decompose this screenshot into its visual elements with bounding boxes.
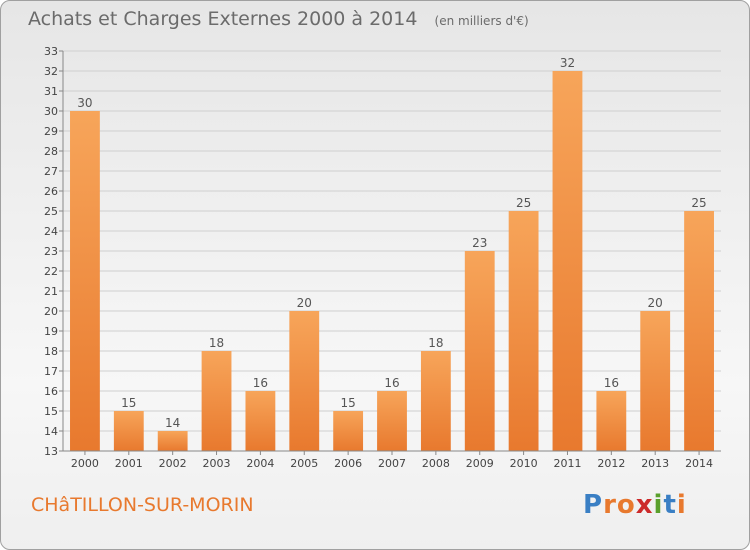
bar-2004 xyxy=(245,391,276,451)
data-label-2005: 20 xyxy=(297,296,312,310)
data-label-2007: 16 xyxy=(384,376,399,390)
x-tick-label-2013: 2013 xyxy=(641,457,669,470)
bar-2007 xyxy=(377,391,407,451)
proxiti-logo: Proxiti xyxy=(583,490,687,520)
y-tick-label: 32 xyxy=(44,65,58,78)
bar-2000 xyxy=(70,111,100,451)
bar-2011 xyxy=(552,71,583,451)
y-tick-label: 28 xyxy=(44,145,58,158)
bar-2002 xyxy=(157,431,188,451)
y-tick-label: 30 xyxy=(44,105,58,118)
x-tick-label-2008: 2008 xyxy=(422,457,450,470)
y-tick-label: 33 xyxy=(44,45,58,58)
unit-note: (en milliers d'€) xyxy=(434,14,529,28)
bar-2005 xyxy=(289,311,320,451)
x-tick-label-2012: 2012 xyxy=(597,457,625,470)
x-tick-label-2009: 2009 xyxy=(466,457,494,470)
data-label-2006: 15 xyxy=(340,396,355,410)
data-label-2011: 32 xyxy=(560,56,575,70)
bar-2014 xyxy=(684,211,714,451)
bar-2013 xyxy=(640,311,671,451)
data-label-2012: 16 xyxy=(604,376,619,390)
bar-2006 xyxy=(333,411,364,451)
x-tick-label-2006: 2006 xyxy=(334,457,362,470)
logo-letter: P xyxy=(583,490,604,520)
y-tick-label: 15 xyxy=(44,405,58,418)
y-tick-label: 25 xyxy=(44,205,58,218)
data-label-2000: 30 xyxy=(77,96,92,110)
logo-letter: i xyxy=(653,490,664,520)
data-label-2003: 18 xyxy=(209,336,224,350)
logo-letter: o xyxy=(616,490,636,520)
x-tick-label-2002: 2002 xyxy=(159,457,187,470)
x-axis-ticks: 2000 2001 2002 2003 2004 2005 2006 2007 2008 2009… xyxy=(71,451,713,470)
x-tick-label-2007: 2007 xyxy=(378,457,406,470)
x-tick-label-2003: 2003 xyxy=(203,457,231,470)
y-tick-label: 16 xyxy=(44,385,58,398)
x-tick-label-2001: 2001 xyxy=(115,457,143,470)
y-tick-label: 23 xyxy=(44,245,58,258)
bar-2010 xyxy=(508,211,539,451)
bar-2008 xyxy=(420,351,451,451)
data-label-2002: 14 xyxy=(165,416,180,430)
x-tick-label-2011: 2011 xyxy=(553,457,581,470)
data-label-2013: 20 xyxy=(648,296,663,310)
bars xyxy=(70,71,714,451)
y-tick-label: 27 xyxy=(44,165,58,178)
y-tick-label: 31 xyxy=(44,85,58,98)
data-label-2008: 18 xyxy=(428,336,443,350)
title-row: Achats et Charges Externes 2000 à 2014 (… xyxy=(28,8,529,30)
y-tick-label: 29 xyxy=(44,125,58,138)
x-tick-label-2000: 2000 xyxy=(71,457,99,470)
logo-letter: i xyxy=(676,490,687,520)
y-tick-label: 22 xyxy=(44,265,58,278)
y-tick-label: 13 xyxy=(44,445,58,458)
data-label-2004: 16 xyxy=(253,376,268,390)
x-tick-label-2014: 2014 xyxy=(685,457,713,470)
data-label-2010: 25 xyxy=(516,196,531,210)
y-tick-label: 20 xyxy=(44,305,58,318)
data-label-2001: 15 xyxy=(121,396,136,410)
logo-letter: r xyxy=(603,490,617,520)
x-tick-label-2010: 2010 xyxy=(510,457,538,470)
bar-2012 xyxy=(596,391,627,451)
bar-2009 xyxy=(464,251,495,451)
chart-title: Achats et Charges Externes 2000 à 2014 xyxy=(28,8,418,30)
bar-2003 xyxy=(201,351,232,451)
y-axis-ticks: 13 14 15 16 17 18 19 20 21 22 23 24 25 26 27 28 29 30 31 32… xyxy=(44,45,63,458)
y-tick-label: 24 xyxy=(44,225,58,238)
y-tick-label: 14 xyxy=(44,425,58,438)
x-tick-label-2004: 2004 xyxy=(246,457,274,470)
data-label-2014: 25 xyxy=(691,196,706,210)
y-tick-label: 21 xyxy=(44,285,58,298)
bar-2001 xyxy=(113,411,144,451)
commune-name: CHâTILLON-SUR-MORIN xyxy=(31,494,254,516)
data-labels: 30 15 14 18 16 20 15 16 18 23 25 32 16 20 25 xyxy=(77,56,706,430)
data-label-2009: 23 xyxy=(472,236,487,250)
y-tick-label: 18 xyxy=(44,345,58,358)
y-tick-label: 26 xyxy=(44,185,58,198)
y-tick-label: 19 xyxy=(44,325,58,338)
logo-letter: x xyxy=(635,490,654,520)
y-tick-label: 17 xyxy=(44,365,58,378)
logo-letter: t xyxy=(663,490,677,520)
x-tick-label-2005: 2005 xyxy=(290,457,318,470)
